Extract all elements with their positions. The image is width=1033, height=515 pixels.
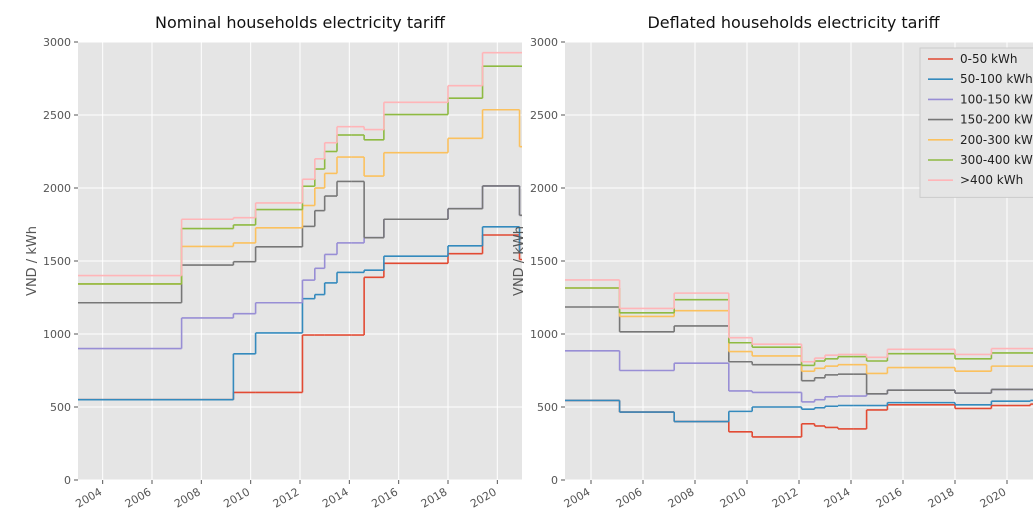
y-tick-label: 2000 [43, 182, 71, 195]
chart-title: Deflated households electricity tariff [647, 13, 940, 32]
y-tick-label: 2500 [43, 109, 71, 122]
y-tick-label: 500 [50, 401, 71, 414]
y-tick-label: 500 [537, 401, 558, 414]
y-tick-label: 2500 [530, 109, 558, 122]
legend-label: 0-50 kWh [960, 52, 1017, 66]
x-tick-label: 2018 [419, 485, 450, 510]
legend-label: 50-100 kWh [960, 72, 1033, 86]
subplot: 0 500 1000 1500 2000 2500 3000 2004 2006 2008 2010… [25, 13, 522, 511]
legend-label: 200-300 kWh [960, 133, 1033, 147]
x-tick-label: 2006 [123, 485, 154, 510]
legend-label: 300-400 kWh [960, 153, 1033, 167]
legend-label: >400 kWh [960, 173, 1023, 187]
legend-label: 100-150 kWh [960, 92, 1033, 106]
legend-box [919, 47, 1033, 198]
x-tick-label: 2010 [221, 485, 252, 510]
y-tick-label: 3000 [43, 36, 71, 49]
y-axis-label: VND / kWh [25, 226, 40, 296]
subplot: 0 500 1000 1500 2000 2500 3000 2004 2006 2008 2010… [512, 13, 1033, 511]
x-tick-label: 2020 [978, 485, 1009, 510]
x-tick-label: 2008 [666, 485, 697, 510]
x-tick-label: 2004 [73, 485, 104, 510]
legend-label: 150-200 kWh [960, 113, 1033, 127]
x-tick-label: 2016 [369, 485, 400, 510]
x-tick-label: 2010 [718, 485, 749, 510]
x-tick-label: 2020 [468, 485, 499, 510]
y-tick-label: 1000 [43, 328, 71, 341]
y-tick-label: 1500 [43, 255, 71, 268]
y-tick-label: 0 [64, 474, 71, 487]
x-tick-label: 2016 [874, 485, 905, 510]
y-tick-label: 1500 [530, 255, 558, 268]
x-tick-label: 2014 [822, 485, 853, 510]
x-tick-label: 2012 [271, 485, 302, 510]
x-tick-label: 2018 [926, 485, 957, 510]
y-tick-label: 3000 [530, 36, 558, 49]
y-tick-label: 1000 [530, 328, 558, 341]
x-tick-label: 2008 [172, 485, 203, 510]
y-axis-label: VND / kWh [512, 226, 527, 296]
y-tick-label: 2000 [530, 182, 558, 195]
y-tick-label: 0 [551, 474, 558, 487]
x-tick-label: 2004 [562, 485, 593, 510]
x-tick-label: 2012 [770, 485, 801, 510]
x-tick-label: 2006 [614, 485, 645, 510]
chart-title: Nominal households electricity tariff [155, 13, 446, 32]
x-tick-label: 2014 [320, 485, 351, 510]
